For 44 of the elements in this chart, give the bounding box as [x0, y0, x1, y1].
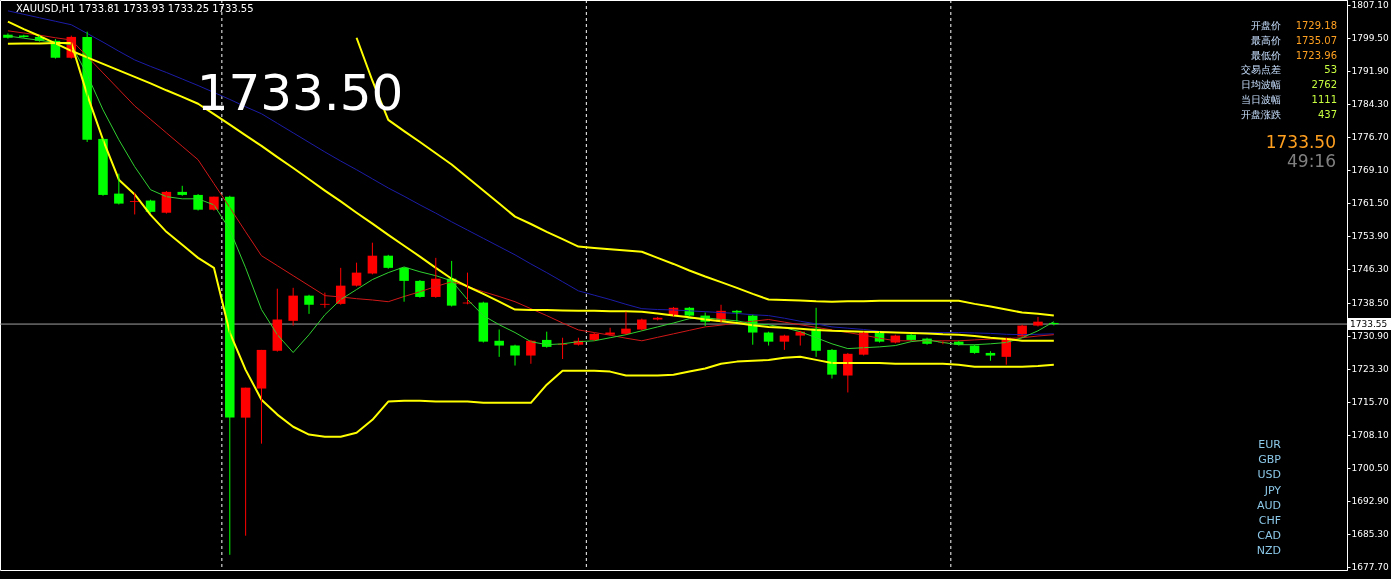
annotation: 开盘价 [1251, 20, 1281, 31]
annotation: 1735.07 [1295, 34, 1337, 46]
annotation: 53 [1324, 64, 1337, 76]
y-tick-label: 1738.50 [1351, 298, 1389, 309]
annotation: 1723.96 [1295, 49, 1337, 61]
y-tick-label: 1746.30 [1351, 264, 1389, 275]
annotation: 当日波幅 [1241, 94, 1281, 105]
annotation: JPY [1263, 483, 1282, 497]
annotation: EUR [1258, 438, 1282, 451]
annotation: USD [1257, 468, 1281, 482]
y-tick-label: 1685.30 [1351, 529, 1389, 540]
y-tick-label: 1753.90 [1351, 231, 1389, 242]
annotation: GBP [1258, 453, 1282, 467]
y-tick-label: 1723.30 [1351, 364, 1389, 375]
y-tick-label: 1700.50 [1351, 463, 1389, 474]
y-tick-label: 1677.70 [1351, 562, 1389, 573]
y-tick-label: 1769.10 [1351, 165, 1389, 176]
y-tick-label: 1761.50 [1351, 198, 1389, 209]
ref-line-label: 1733.55 [1350, 319, 1388, 330]
annotation: 1111 [1311, 94, 1337, 105]
annotation: 最低价 [1251, 49, 1281, 61]
annotation: 49:16 [1287, 151, 1336, 171]
annotation: 2762 [1311, 79, 1337, 91]
annotation: 1729.18 [1295, 20, 1337, 31]
annotation: 1733.50 [1265, 132, 1336, 152]
annotation: 437 [1317, 108, 1337, 120]
y-tick-label: 1799.50 [1351, 33, 1389, 44]
y-tick-label: 1776.70 [1351, 132, 1389, 143]
annotation: NZD [1256, 544, 1281, 558]
y-tick-label: 1730.90 [1351, 331, 1389, 342]
annotation: 交易点差 [1241, 64, 1281, 76]
chart-title: XAUUSD,H1 1733.81 1733.93 1733.25 1733.55 [16, 3, 254, 14]
y-tick-label: 1715.70 [1351, 397, 1389, 408]
annotation: AUD [1256, 498, 1281, 512]
annotation: 日均波幅 [1241, 79, 1281, 91]
y-tick-label: 1708.10 [1351, 430, 1389, 441]
annotation: CHF [1258, 514, 1281, 527]
annotation: 开盘涨跌 [1241, 108, 1281, 120]
y-tick-label: 1784.30 [1351, 99, 1389, 110]
y-tick-label: 1692.90 [1351, 496, 1389, 507]
annotation: 最高价 [1251, 34, 1281, 46]
y-tick-label: 1807.10 [1351, 0, 1389, 11]
annotation: CAD [1257, 529, 1281, 543]
y-tick-label: 1791.90 [1351, 66, 1389, 77]
